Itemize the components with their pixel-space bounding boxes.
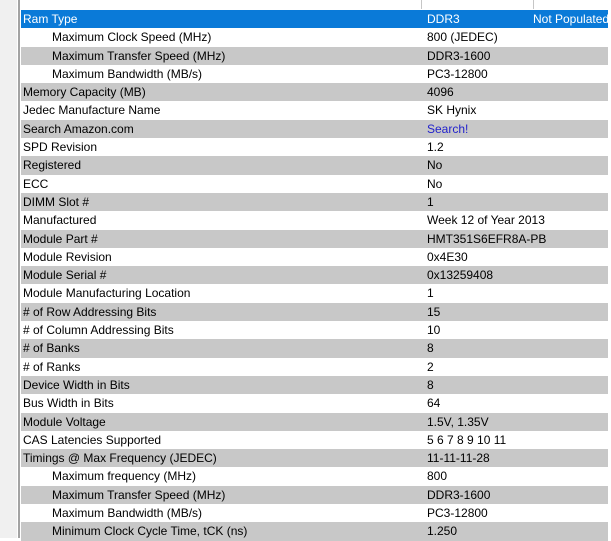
row-value: 0x13259408 [427, 268, 494, 283]
row-label: Timings @ Max Frequency (JEDEC) [23, 451, 217, 466]
amazon-search-link[interactable]: Search! [427, 121, 469, 136]
table-row[interactable]: Module Part # HMT351S6EFR8A-PB [21, 229, 608, 248]
table-row[interactable]: Maximum frequency (MHz) 800 [21, 467, 608, 485]
table-row[interactable]: Bus Width in Bits 64 [21, 394, 608, 412]
table-row[interactable]: # of Ranks 2 [21, 358, 608, 376]
row-label: Module Part # [23, 231, 98, 246]
row-label: Registered [23, 158, 82, 173]
table-row[interactable]: Registered No [21, 156, 608, 175]
table-row[interactable]: Manufactured Week 12 of Year 2013 [21, 211, 608, 229]
row-value: 800 (JEDEC) [427, 30, 498, 45]
row-label: Bus Width in Bits [23, 396, 114, 411]
table-body: Maximum Clock Speed (MHz) 800 (JEDEC) Maxi… [21, 28, 608, 541]
column-grid-line [533, 0, 534, 9]
row-label: SPD Revision [23, 140, 98, 155]
row-value: 1.5V, 1.35V [427, 414, 489, 429]
row-label: Maximum Transfer Speed (MHz) [52, 487, 226, 502]
row-value: 1 [427, 194, 434, 209]
table-row[interactable]: Maximum Bandwidth (MB/s) PC3-12800 [21, 504, 608, 522]
table-row[interactable]: Jedec Manufacture Name SK Hynix [21, 101, 608, 119]
row-value: 5 6 7 8 9 10 11 [427, 432, 507, 447]
table-header-row-ram-type[interactable]: Ram Type DDR3 Not Populated [21, 10, 608, 29]
row-value: 11-11-11-28 [427, 451, 490, 466]
row-value: Week 12 of Year 2013 [427, 213, 545, 228]
row-label: Module Serial # [23, 268, 107, 283]
table-row[interactable]: # of Column Addressing Bits 10 [21, 321, 608, 339]
row-value: 1.250 [427, 524, 458, 539]
row-label: # of Column Addressing Bits [23, 323, 174, 338]
table-row[interactable]: Timings @ Max Frequency (JEDEC) 11-11-11-… [21, 449, 608, 468]
table-row[interactable]: Maximum Transfer Speed (MHz) DDR3-1600 [21, 46, 608, 65]
table-row[interactable]: Device Width in Bits 8 [21, 375, 608, 395]
row-label: Maximum Bandwidth (MB/s) [52, 506, 203, 521]
row-label: # of Ranks [23, 359, 81, 374]
row-value: 0x4E30 [427, 249, 468, 264]
table-row[interactable]: Minimum Clock Cycle Time, tCK (ns) 1.250 [21, 522, 608, 541]
row-value: No [427, 158, 443, 173]
row-label: Manufactured [23, 213, 97, 228]
row-value: DDR3-1600 [427, 487, 491, 502]
row-label: Minimum Clock Cycle Time, tCK (ns) [52, 524, 248, 539]
table-row[interactable]: Memory Capacity (MB) 4096 [21, 83, 608, 102]
row-value: PC3-12800 [427, 66, 488, 81]
row-label: # of Row Addressing Bits [23, 304, 157, 319]
row-label: Memory Capacity (MB) [23, 85, 146, 100]
ram-spd-table: Ram Type DDR3 Not Populated Maximum Cloc… [21, 10, 608, 541]
table-row[interactable]: CAS Latencies Supported 5 6 7 8 9 10 11 [21, 431, 608, 449]
row-label: Jedec Manufacture Name [23, 103, 161, 118]
table-row[interactable]: Module Revision 0x4E30 [21, 248, 608, 266]
row-label: DIMM Slot # [23, 194, 90, 209]
column-grid-line [421, 0, 422, 9]
table-row[interactable]: Maximum Transfer Speed (MHz) DDR3-1600 [21, 485, 608, 505]
row-label: Maximum Clock Speed (MHz) [52, 30, 212, 45]
table-row[interactable]: Module Serial # 0x13259408 [21, 266, 608, 285]
row-label: CAS Latencies Supported [23, 432, 162, 447]
row-value: 8 [427, 377, 434, 392]
table-row[interactable]: Maximum Bandwidth (MB/s) PC3-12800 [21, 65, 608, 83]
row-label: Module Voltage [23, 414, 106, 429]
header-status: Not Populated [533, 12, 608, 26]
table-row[interactable]: ECC No [21, 175, 608, 193]
row-value: 800 [427, 469, 448, 484]
row-label: Search Amazon.com [23, 121, 134, 136]
row-label: Maximum frequency (MHz) [52, 469, 197, 484]
table-row[interactable]: SPD Revision 1.2 [21, 138, 608, 156]
table-row[interactable]: Maximum Clock Speed (MHz) 800 (JEDEC) [21, 28, 608, 46]
table-row[interactable]: # of Banks 8 [21, 339, 608, 358]
row-label: Maximum Transfer Speed (MHz) [52, 48, 226, 63]
row-value: DDR3-1600 [427, 48, 491, 63]
header-label: Ram Type [23, 12, 78, 26]
table-row[interactable]: Search Amazon.com Search! [21, 119, 608, 139]
row-value: 1.2 [427, 140, 444, 155]
row-value: 8 [427, 341, 434, 356]
table-row[interactable]: Module Voltage 1.5V, 1.35V [21, 412, 608, 431]
table-row[interactable]: Module Manufacturing Location 1 [21, 284, 608, 302]
row-label: ECC [23, 176, 49, 191]
table-row[interactable]: DIMM Slot # 1 [21, 192, 608, 212]
row-value: No [427, 176, 443, 191]
table-row[interactable]: # of Row Addressing Bits 15 [21, 302, 608, 322]
row-value: 64 [427, 396, 441, 411]
panel-border [18, 0, 20, 538]
row-value: HMT351S6EFR8A-PB [427, 231, 547, 246]
row-label: Module Revision [23, 249, 112, 264]
row-value: PC3-12800 [427, 506, 488, 521]
left-gutter [0, 0, 17, 538]
row-value: 2 [427, 359, 434, 374]
row-label: Device Width in Bits [23, 377, 130, 392]
row-value: 1 [427, 286, 434, 301]
row-value: 10 [427, 323, 441, 338]
row-value: 4096 [427, 85, 454, 100]
header-value: DDR3 [427, 12, 460, 26]
row-label: Maximum Bandwidth (MB/s) [52, 66, 203, 81]
row-label: Module Manufacturing Location [23, 286, 191, 301]
row-value: 15 [427, 304, 441, 319]
row-label: # of Banks [23, 341, 80, 356]
row-value: SK Hynix [427, 103, 477, 118]
